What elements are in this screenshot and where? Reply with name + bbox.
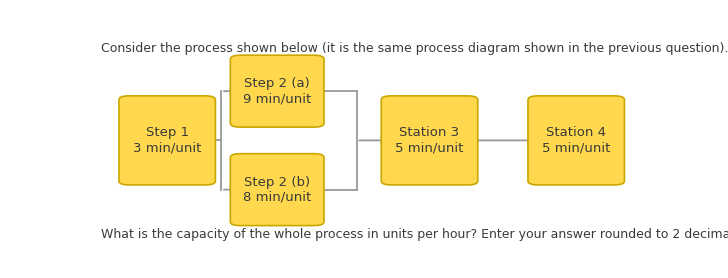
- Text: What is the capacity of the whole process in units per hour? Enter your answer r: What is the capacity of the whole proces…: [101, 228, 728, 241]
- Text: Consider the process shown below (it is the same process diagram shown in the pr: Consider the process shown below (it is …: [101, 42, 728, 55]
- FancyBboxPatch shape: [381, 96, 478, 185]
- Text: Step 1
3 min/unit: Step 1 3 min/unit: [133, 126, 202, 154]
- FancyBboxPatch shape: [528, 96, 625, 185]
- Text: Station 4
5 min/unit: Station 4 5 min/unit: [542, 126, 610, 154]
- Text: Step 2 (a)
9 min/unit: Step 2 (a) 9 min/unit: [243, 77, 312, 105]
- Text: Step 2 (b)
8 min/unit: Step 2 (b) 8 min/unit: [243, 176, 312, 203]
- Text: Station 3
5 min/unit: Station 3 5 min/unit: [395, 126, 464, 154]
- FancyBboxPatch shape: [230, 55, 324, 127]
- FancyBboxPatch shape: [230, 154, 324, 225]
- FancyBboxPatch shape: [119, 96, 215, 185]
